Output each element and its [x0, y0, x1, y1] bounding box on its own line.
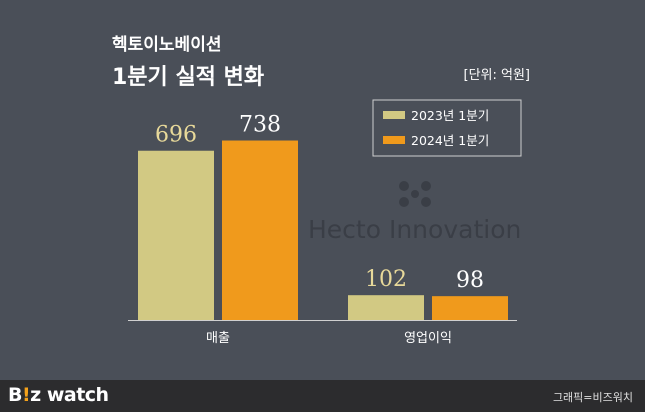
value-label-1-1: 98: [456, 268, 484, 293]
bar-1-1: [432, 296, 508, 320]
legend-swatch-2024: [383, 136, 405, 144]
bar-0-1: [222, 140, 298, 320]
brand-suffix: z watch: [30, 384, 109, 406]
watermark-text: Hecto Innovation: [308, 215, 521, 244]
chart-title: 헥토이노베이션: [112, 35, 221, 55]
bar-0-0: [138, 150, 214, 320]
value-label-1-0: 102: [365, 267, 407, 292]
category-label-0: 매출: [206, 331, 230, 346]
legend: 2023년 1분기 2024년 1분기: [372, 99, 522, 157]
value-labels: 696 738 102 98: [155, 113, 484, 294]
value-label-0-1: 738: [239, 113, 281, 138]
category-label-1: 영업이익: [404, 331, 452, 346]
legend-label-2024: 2024년 1분기: [411, 133, 489, 148]
graphic-credit: 그래픽=비즈워치: [552, 391, 633, 404]
brand-accent: !: [21, 384, 31, 406]
legend-frame: [372, 99, 522, 157]
bars: [138, 140, 508, 320]
brand-logo: B!z watch: [8, 384, 109, 406]
chart-subtitle: 1분기 실적 변화: [112, 65, 264, 90]
value-label-0-0: 696: [155, 123, 197, 148]
brand-prefix: B: [8, 384, 22, 406]
bar-1-0: [348, 295, 424, 320]
legend-label-2023: 2023년 1분기: [411, 108, 489, 123]
footer: B!z watch 그래픽=비즈워치: [0, 380, 645, 412]
watermark: Hecto Innovation: [308, 181, 521, 244]
hecto-logo-icon: [399, 181, 431, 207]
unit-label: [단위: 억원]: [464, 68, 531, 83]
legend-swatch-2023: [383, 111, 405, 119]
category-labels: 매출 영업이익: [206, 331, 452, 346]
